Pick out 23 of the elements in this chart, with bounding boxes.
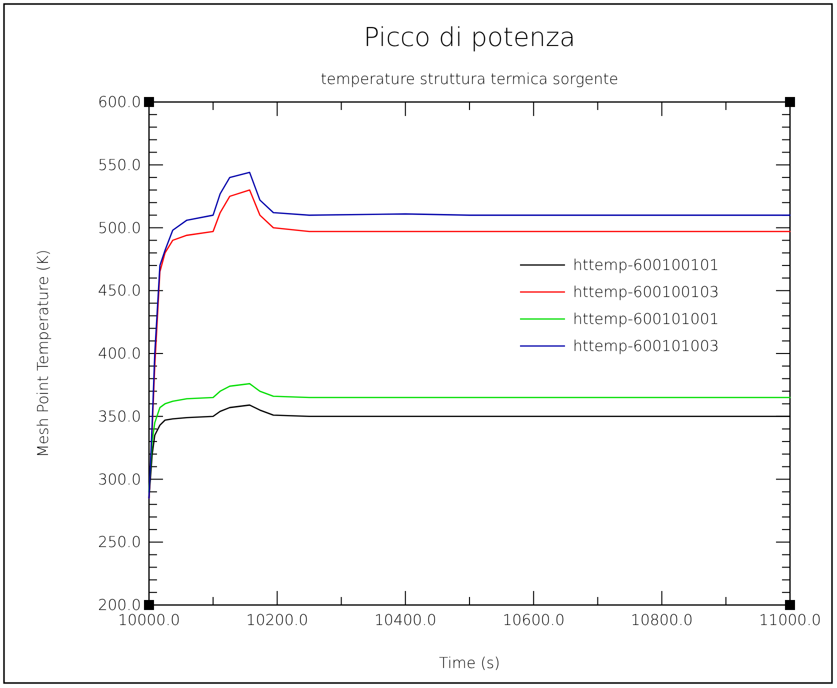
legend-label: httemp-600101001 <box>573 310 719 328</box>
x-tick-label: 10800.0 <box>630 611 693 629</box>
x-tick-label: 10400.0 <box>374 611 436 629</box>
y-tick-label: 550.0 <box>98 156 141 174</box>
y-tick-label: 200.0 <box>98 596 141 614</box>
y-axis-title: Mesh Point Temperature (K) <box>34 250 52 458</box>
x-tick-label: 10000.0 <box>118 611 180 629</box>
y-tick-label: 400.0 <box>98 344 141 362</box>
chart-title: Picco di potenza <box>364 23 576 53</box>
y-tick-label: 500.0 <box>98 218 141 237</box>
y-tick-label: 450.0 <box>98 282 141 300</box>
x-axis-title: Time (s) <box>439 654 500 672</box>
y-tick-label: 350.0 <box>98 407 141 426</box>
legend-label: httemp-600100101 <box>573 256 719 274</box>
y-tick-label: 600.0 <box>98 93 141 111</box>
y-tick-label: 250.0 <box>98 533 141 552</box>
x-tick-label: 10600.0 <box>502 611 565 629</box>
x-tick-label: 10200.0 <box>246 611 308 629</box>
y-tick-label: 300.0 <box>98 470 141 488</box>
legend-label: httemp-600101003 <box>573 337 719 355</box>
chart-subtitle: temperature struttura termica sorgente <box>320 70 618 88</box>
x-tick-label: 11000.0 <box>758 611 822 629</box>
legend-label: httemp-600100103 <box>573 283 719 301</box>
